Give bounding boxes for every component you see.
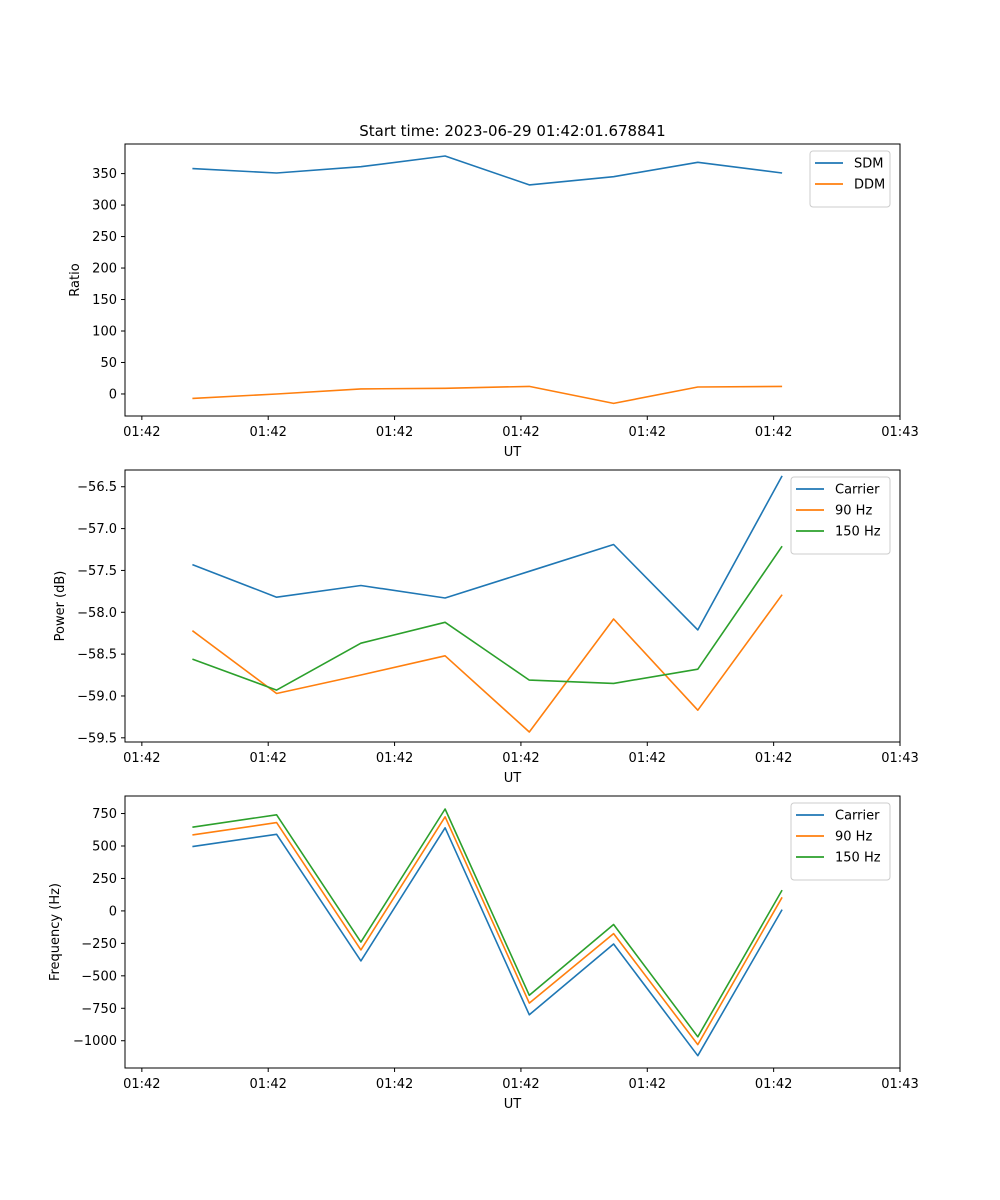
frequency-x-tick-label: 01:42 [249,1077,286,1092]
power-axes-frame [124,469,901,743]
frequency-axes-frame [124,795,901,1069]
power-chart-panel: 01:42 01:42 01:42 01:42 01:42 01:42 01:43 −59.5… [53,469,919,786]
power-x-tick-label: 01:42 [249,751,286,766]
power-legend: Carrier 90 Hz 150 Hz [790,476,891,555]
frequency-x-tick-label: 01:43 [881,1077,918,1092]
power-y-tick-label: −58.0 [77,606,117,621]
frequency-y-tick-label: 250 [92,872,117,887]
ratio-legend-label-ddm: DDM [854,178,885,193]
power-y-tick-label: −57.0 [77,522,117,537]
ratio-y-tick-label: 350 [92,167,117,182]
figure-title: Start time: 2023-06-29 01:42:01.678841 [359,122,665,140]
ratio-y-tick-label: 100 [92,325,117,340]
frequency-series-line-150-hz [192,808,783,1038]
frequency-x-tick-label: 01:42 [755,1077,792,1092]
power-series-line-90-hz [191,594,783,733]
ratio-legend-box [809,150,891,208]
ratio-x-tick-label: 01:43 [881,425,918,440]
frequency-x-tick-label: 01:42 [629,1077,666,1092]
ratio-x-tick-label: 01:42 [376,425,413,440]
power-legend-label-150-hz: 150 Hz [835,525,881,540]
frequency-y-tick-label: 0 [109,904,117,919]
power-y-tick-label: −59.5 [77,731,117,746]
ratio-legend: SDM DDM [809,150,891,208]
power-legend-box [790,476,891,555]
ratio-x-axis-label: UT [504,445,522,460]
frequency-y-tick-label: −1000 [73,1034,117,1049]
frequency-x-tick-label: 01:42 [123,1077,160,1092]
power-x-tick-label: 01:42 [755,751,792,766]
ratio-axes-frame [124,143,901,417]
ratio-series-line-ddm [192,385,783,405]
frequency-x-axis-label: UT [504,1097,522,1112]
power-x-tick-label: 01:42 [502,751,539,766]
power-series-line-150-hz [192,545,783,691]
power-y-tick-label: −57.5 [77,564,117,579]
ratio-y-tick-label: 150 [92,293,117,308]
power-x-tick-label: 01:42 [376,751,413,766]
power-x-axis-label: UT [504,771,522,786]
ratio-x-tick-label: 01:42 [755,425,792,440]
frequency-chart-panel: 01:42 01:42 01:42 01:42 01:42 01:42 01:43 −1000… [48,795,919,1112]
ratio-x-tick-label: 01:42 [629,425,666,440]
frequency-y-tick-label: −250 [81,937,117,952]
frequency-legend-label-carrier: Carrier [835,809,880,824]
ratio-y-axis-label: Ratio [68,263,83,296]
power-y-tick-label: −56.5 [77,480,117,495]
ratio-y-tick-label: 250 [92,230,117,245]
ratio-y-tick-label: 0 [109,387,117,402]
frequency-x-tick-label: 01:42 [376,1077,413,1092]
ratio-y-tick-label: 300 [92,199,117,214]
power-y-axis-label: Power (dB) [53,571,68,642]
frequency-series-line-carrier [192,826,783,1057]
frequency-legend: Carrier 90 Hz 150 Hz [790,802,891,881]
ratio-chart-panel: 01:42 01:42 01:42 01:42 01:42 01:42 01:43 0 50 10… [68,143,919,460]
frequency-legend-label-90-hz: 90 Hz [835,830,872,845]
power-x-tick-label: 01:43 [881,751,918,766]
frequency-y-tick-label: 500 [92,839,117,854]
ratio-legend-label-sdm: SDM [854,157,883,172]
frequency-y-tick-label: −750 [81,1002,117,1017]
ratio-y-tick-label: 200 [92,262,117,277]
power-y-tick-label: −59.0 [77,689,117,704]
frequency-y-tick-label: −500 [81,969,117,984]
frequency-x-tick-label: 01:42 [502,1077,539,1092]
frequency-y-axis-label: Frequency (Hz) [48,883,63,981]
ratio-y-tick-label: 50 [100,356,117,371]
frequency-y-tick-label: 750 [92,807,117,822]
ratio-x-tick-label: 01:42 [502,425,539,440]
power-legend-label-carrier: Carrier [835,483,880,498]
power-legend-label-90-hz: 90 Hz [835,504,872,519]
frequency-legend-box [790,802,891,881]
power-series-line-carrier [192,475,783,631]
frequency-series-line-90-hz [192,815,783,1046]
power-x-tick-label: 01:42 [629,751,666,766]
power-y-tick-label: −58.5 [77,648,117,663]
frequency-legend-label-150-hz: 150 Hz [835,851,881,866]
ratio-x-tick-label: 01:42 [249,425,286,440]
ratio-series-line-sdm [192,155,783,186]
ratio-x-tick-label: 01:42 [123,425,160,440]
power-x-tick-label: 01:42 [123,751,160,766]
